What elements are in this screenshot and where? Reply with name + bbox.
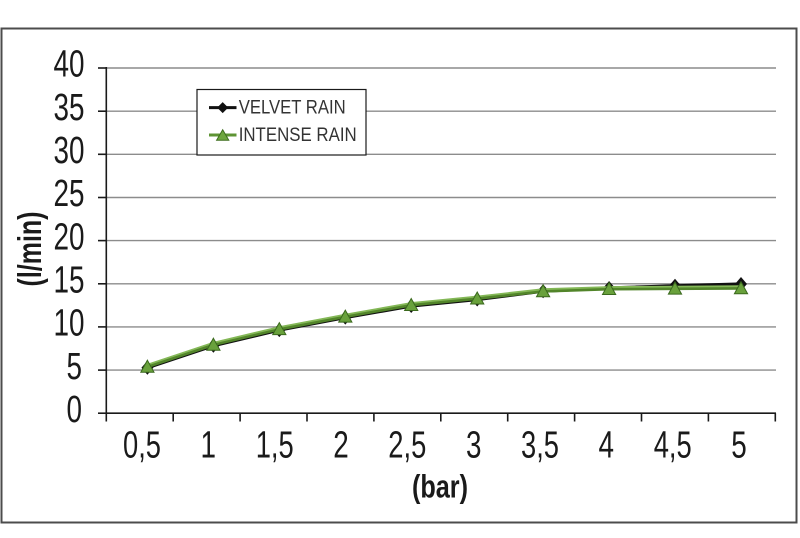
svg-text:0: 0 [67,389,83,431]
svg-text:1,5: 1,5 [256,425,294,467]
svg-text:20: 20 [54,216,85,258]
svg-text:INTENSE RAIN: INTENSE RAIN [239,125,357,146]
svg-text:(l/min): (l/min) [11,212,48,287]
svg-text:5: 5 [67,346,83,388]
svg-text:1: 1 [201,425,217,467]
svg-text:5: 5 [731,425,747,467]
svg-text:40: 40 [54,44,85,86]
svg-text:30: 30 [54,130,85,172]
svg-text:2: 2 [333,425,349,467]
svg-text:4,5: 4,5 [654,425,692,467]
svg-text:4: 4 [599,425,615,467]
svg-text:0,5: 0,5 [123,425,161,467]
svg-text:10: 10 [54,303,85,345]
svg-text:VELVET RAIN: VELVET RAIN [239,98,346,119]
svg-text:15: 15 [54,260,85,302]
svg-text:(bar): (bar) [412,469,468,505]
svg-text:35: 35 [54,87,85,129]
svg-text:2,5: 2,5 [388,425,426,467]
svg-text:3: 3 [466,425,482,467]
svg-text:25: 25 [54,173,85,215]
svg-text:3,5: 3,5 [521,425,559,467]
